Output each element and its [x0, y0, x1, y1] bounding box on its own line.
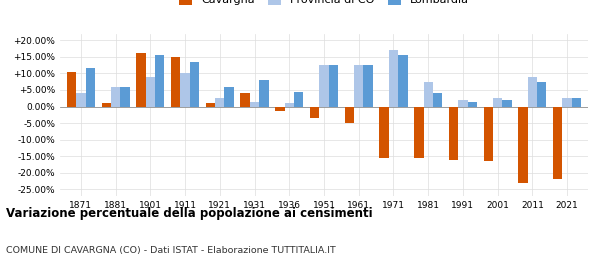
Bar	[493, 98, 502, 106]
Bar	[146, 77, 155, 106]
Bar	[562, 98, 572, 106]
Bar	[284, 103, 294, 106]
Bar	[344, 106, 354, 123]
Bar	[275, 106, 284, 111]
Bar	[467, 102, 477, 106]
Bar	[67, 72, 76, 106]
Bar	[458, 100, 467, 106]
Bar	[537, 82, 547, 106]
Bar	[518, 106, 528, 183]
Bar	[572, 98, 581, 106]
Bar	[111, 87, 120, 106]
Bar	[502, 100, 512, 106]
Bar	[136, 53, 146, 106]
Bar	[364, 65, 373, 106]
Bar	[250, 102, 259, 106]
Bar	[414, 106, 424, 158]
Bar	[294, 92, 304, 106]
Bar	[215, 98, 224, 106]
Bar	[181, 73, 190, 106]
Bar	[259, 80, 269, 106]
Bar	[398, 55, 407, 106]
Legend: Cavargna, Provincia di CO, Lombardia: Cavargna, Provincia di CO, Lombardia	[176, 0, 473, 9]
Bar	[241, 93, 250, 106]
Bar	[206, 103, 215, 106]
Bar	[528, 77, 537, 106]
Bar	[171, 57, 181, 106]
Bar	[224, 87, 234, 106]
Text: Variazione percentuale della popolazione ai censimenti: Variazione percentuale della popolazione…	[6, 207, 373, 220]
Bar	[449, 106, 458, 160]
Bar	[389, 50, 398, 106]
Bar	[433, 93, 442, 106]
Bar	[553, 106, 562, 179]
Bar	[319, 65, 329, 106]
Bar	[120, 87, 130, 106]
Bar	[484, 106, 493, 161]
Bar	[155, 55, 164, 106]
Bar	[424, 82, 433, 106]
Bar	[354, 65, 364, 106]
Bar	[101, 103, 111, 106]
Bar	[329, 65, 338, 106]
Bar	[190, 62, 199, 106]
Text: COMUNE DI CAVARGNA (CO) - Dati ISTAT - Elaborazione TUTTITALIA.IT: COMUNE DI CAVARGNA (CO) - Dati ISTAT - E…	[6, 246, 336, 255]
Bar	[86, 68, 95, 106]
Bar	[379, 106, 389, 158]
Bar	[76, 93, 86, 106]
Bar	[310, 106, 319, 118]
